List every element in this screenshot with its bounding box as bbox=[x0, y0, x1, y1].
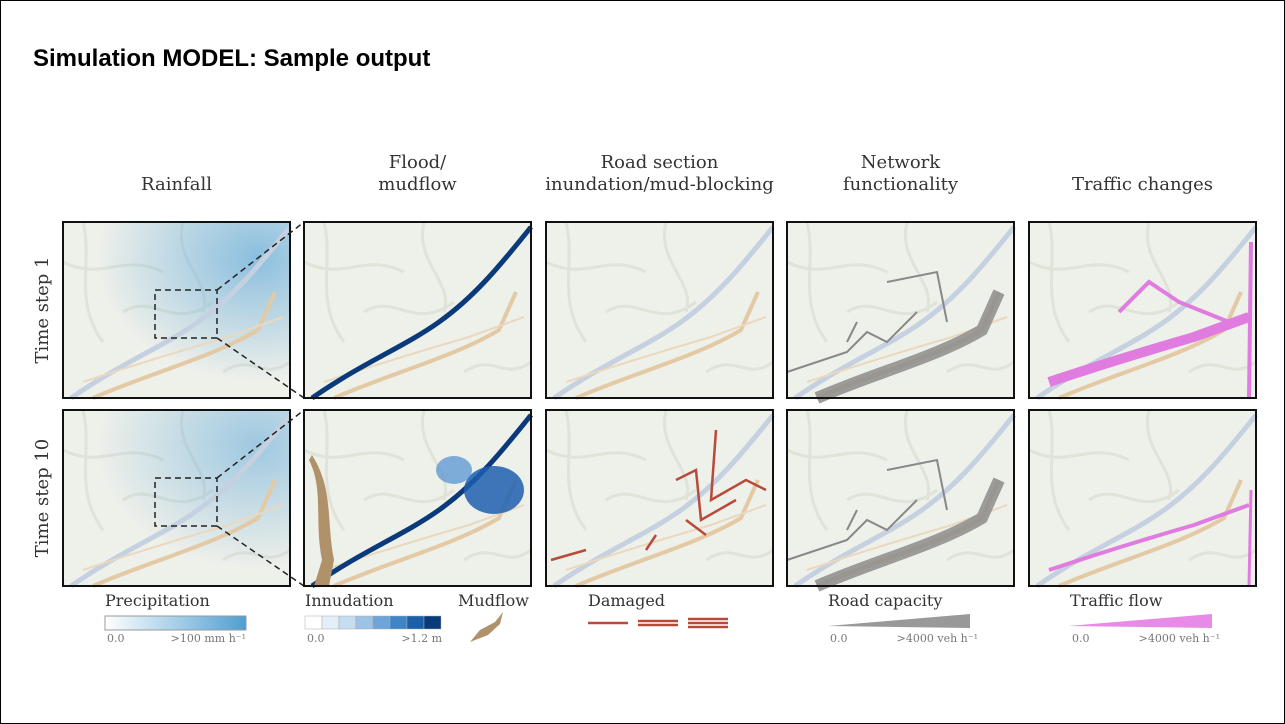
map-panel bbox=[546, 222, 773, 398]
column-header: Road section bbox=[601, 152, 719, 173]
map-panel bbox=[1029, 222, 1256, 398]
legend-title: Innudation bbox=[305, 591, 394, 610]
row-label: Time step 1 bbox=[32, 256, 53, 363]
flood-area bbox=[436, 456, 472, 484]
legend-step bbox=[424, 616, 441, 629]
column-header: mudflow bbox=[378, 174, 457, 195]
column-header: functionality bbox=[843, 174, 959, 195]
map-panel bbox=[546, 410, 773, 586]
legend-title: Traffic flow bbox=[1070, 591, 1163, 610]
legend-step bbox=[390, 616, 407, 629]
legend-bar bbox=[105, 616, 246, 630]
legend-min: 0.0 bbox=[107, 632, 125, 645]
rain-overlay bbox=[63, 222, 290, 398]
traffic-road bbox=[1249, 490, 1251, 586]
map-background bbox=[1029, 410, 1256, 586]
map-panel bbox=[787, 222, 1014, 398]
legend-max: >1.2 m bbox=[401, 632, 442, 645]
map-panel bbox=[304, 222, 531, 398]
legend-step bbox=[305, 616, 322, 629]
map-panel bbox=[63, 410, 304, 586]
map-panel bbox=[1029, 410, 1256, 586]
legend-title: Precipitation bbox=[105, 591, 210, 610]
legend-step bbox=[407, 616, 424, 629]
legend-title: Road capacity bbox=[828, 591, 942, 610]
map-background bbox=[1029, 222, 1256, 398]
flood-area bbox=[464, 466, 524, 514]
column-header: Traffic changes bbox=[1072, 174, 1213, 195]
column-header: inundation/mud-blocking bbox=[545, 174, 774, 195]
legend-step bbox=[373, 616, 390, 629]
legend-min: 0.0 bbox=[1072, 632, 1090, 645]
legend-max: >4000 veh h⁻¹ bbox=[897, 632, 978, 645]
column-header: Rainfall bbox=[141, 174, 212, 195]
rain-overlay bbox=[63, 410, 290, 586]
legend-min: 0.0 bbox=[830, 632, 848, 645]
row-label: Time step 10 bbox=[32, 439, 53, 557]
slide-title: Simulation MODEL: Sample output bbox=[33, 45, 430, 72]
slide: Simulation MODEL: Sample output Rainfall… bbox=[0, 0, 1285, 724]
legend-title: Damaged bbox=[588, 591, 665, 610]
legend-step bbox=[339, 616, 356, 629]
column-header: Flood/ bbox=[389, 152, 447, 173]
column-header: Network bbox=[861, 152, 941, 173]
legend-min: 0.0 bbox=[307, 632, 325, 645]
map-background bbox=[546, 410, 773, 586]
map-panel bbox=[63, 222, 304, 398]
legend-extra: Mudflow bbox=[458, 591, 529, 610]
map-background bbox=[546, 222, 773, 398]
map-panel bbox=[787, 410, 1014, 586]
legend-step bbox=[322, 616, 339, 629]
legend-max: >100 mm h⁻¹ bbox=[171, 632, 246, 645]
legend-max: >4000 veh h⁻¹ bbox=[1139, 632, 1220, 645]
legend-step bbox=[356, 616, 373, 629]
map-panel bbox=[304, 410, 531, 586]
map-background bbox=[304, 222, 531, 398]
